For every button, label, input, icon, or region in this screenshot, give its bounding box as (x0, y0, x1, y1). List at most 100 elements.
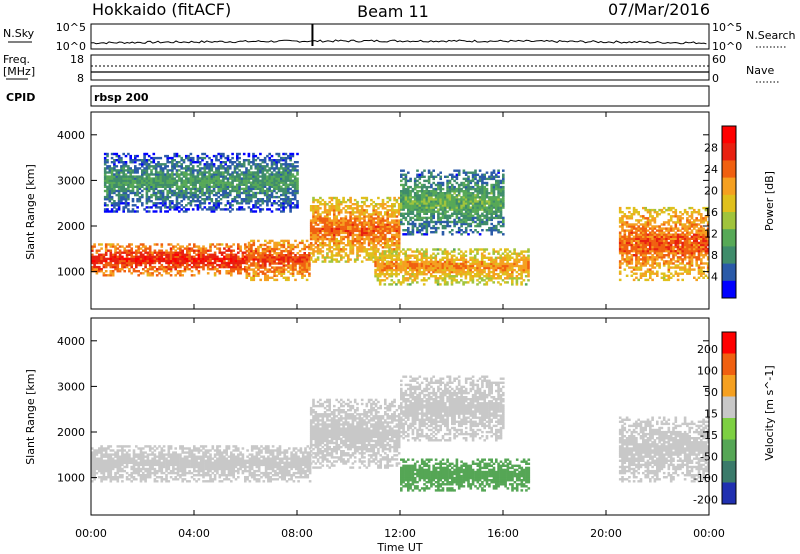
heatmap-cell (158, 272, 161, 275)
heatmap-cell (154, 167, 158, 170)
heatmap-cell (321, 219, 325, 222)
heatmap-cell (181, 261, 184, 265)
heatmap-cell (124, 204, 128, 207)
heatmap-cell (425, 248, 428, 251)
heatmap-cell (179, 274, 182, 277)
heatmap-cell (481, 179, 484, 183)
heatmap-cell (441, 212, 445, 215)
heatmap-cell (379, 235, 382, 239)
heatmap-cell (376, 275, 380, 278)
heatmap-cell (197, 261, 201, 265)
heatmap-cell (128, 251, 131, 254)
heatmap-cell (393, 213, 396, 216)
heatmap-cell (130, 272, 133, 275)
heatmap-cell (453, 250, 456, 253)
heatmap-cell (115, 183, 119, 186)
heatmap-cell (395, 231, 399, 235)
heatmap-cell (321, 235, 325, 239)
heatmap-cell (195, 268, 198, 271)
heatmap-cell (264, 258, 267, 261)
heatmap-cell (107, 263, 110, 267)
heatmap-cell (165, 259, 168, 263)
heatmap-cell (462, 273, 465, 276)
heatmap-cell (138, 163, 142, 166)
heatmap-cell (106, 210, 109, 213)
heatmap-cell (266, 278, 269, 282)
heatmap-cell (273, 245, 276, 249)
heatmap-cell (402, 252, 405, 255)
heatmap-cell (397, 244, 401, 247)
heatmap-cell (448, 264, 451, 268)
heatmap-cell (499, 220, 503, 224)
heatmap-cell (351, 244, 355, 247)
heatmap-cell (193, 261, 196, 265)
heatmap-cell (132, 251, 136, 254)
heatmap-cell (423, 192, 426, 195)
heatmap-cell (391, 207, 394, 210)
heatmap-cell (198, 171, 202, 174)
heatmap-cell (376, 268, 380, 272)
heatmap-cell (358, 221, 362, 224)
heatmap-cell (166, 191, 169, 195)
heatmap-cell (129, 179, 132, 182)
heatmap-cell (231, 189, 234, 193)
heatmap-cell (492, 210, 496, 213)
heatmap-cell (388, 268, 391, 272)
heatmap-cell (115, 159, 119, 162)
heatmap-cell (225, 249, 228, 252)
heatmap-cell (230, 274, 233, 277)
heatmap-cell (450, 258, 454, 261)
heatmap-cell (195, 249, 198, 252)
heatmap-cell (448, 200, 452, 203)
heatmap-cell (391, 209, 394, 212)
heatmap-cell (439, 270, 442, 274)
heatmap-cell (487, 279, 491, 282)
heatmap-cell (490, 198, 493, 201)
heatmap-cell (203, 200, 207, 203)
heatmap-cell (196, 189, 200, 193)
heatmap-cell (301, 241, 304, 245)
heatmap-cell (173, 204, 176, 207)
heatmap-cell (323, 237, 327, 241)
heatmap-cell (212, 202, 216, 205)
heatmap-cell (152, 173, 156, 176)
heatmap-cell (131, 208, 135, 211)
heatmap-cell (434, 270, 438, 274)
heatmap-cell (104, 245, 108, 248)
heatmap-cell (159, 175, 163, 178)
heatmap-cell (430, 190, 433, 193)
heatmap-cell (110, 183, 114, 186)
heatmap-cell (409, 210, 412, 213)
heatmap-cell (494, 250, 498, 253)
heatmap-cell (217, 189, 220, 193)
heatmap-cell (467, 179, 470, 183)
heatmap-cell (291, 245, 295, 249)
heatmap-cell (247, 198, 251, 201)
heatmap-cell (225, 255, 228, 258)
heatmap-cell (439, 208, 442, 211)
heatmap-cell (363, 250, 366, 253)
heatmap-cell (469, 202, 473, 205)
heatmap-cell (247, 177, 251, 180)
heatmap-cell (450, 262, 454, 266)
heatmap-cell (374, 260, 377, 264)
heatmap-cell (358, 223, 362, 226)
heatmap-cell (245, 179, 248, 182)
heatmap-cell (171, 202, 174, 205)
heatmap-cell (451, 175, 454, 178)
heatmap-cell (245, 167, 248, 170)
heatmap-cell (420, 270, 424, 274)
heatmap-cell (453, 218, 456, 222)
heatmap-cell (446, 185, 449, 189)
heatmap-cell (199, 249, 203, 252)
heatmap-cell (167, 251, 171, 254)
heatmap-cell (205, 179, 209, 182)
heatmap-cell (277, 258, 281, 261)
heatmap-cell (340, 219, 343, 222)
heatmap-cell (193, 263, 196, 267)
heatmap-cell (175, 187, 179, 191)
heatmap-cell (360, 246, 364, 249)
heatmap-cell (481, 229, 484, 232)
heatmap-cell (146, 261, 150, 265)
heatmap-cell (409, 204, 412, 207)
